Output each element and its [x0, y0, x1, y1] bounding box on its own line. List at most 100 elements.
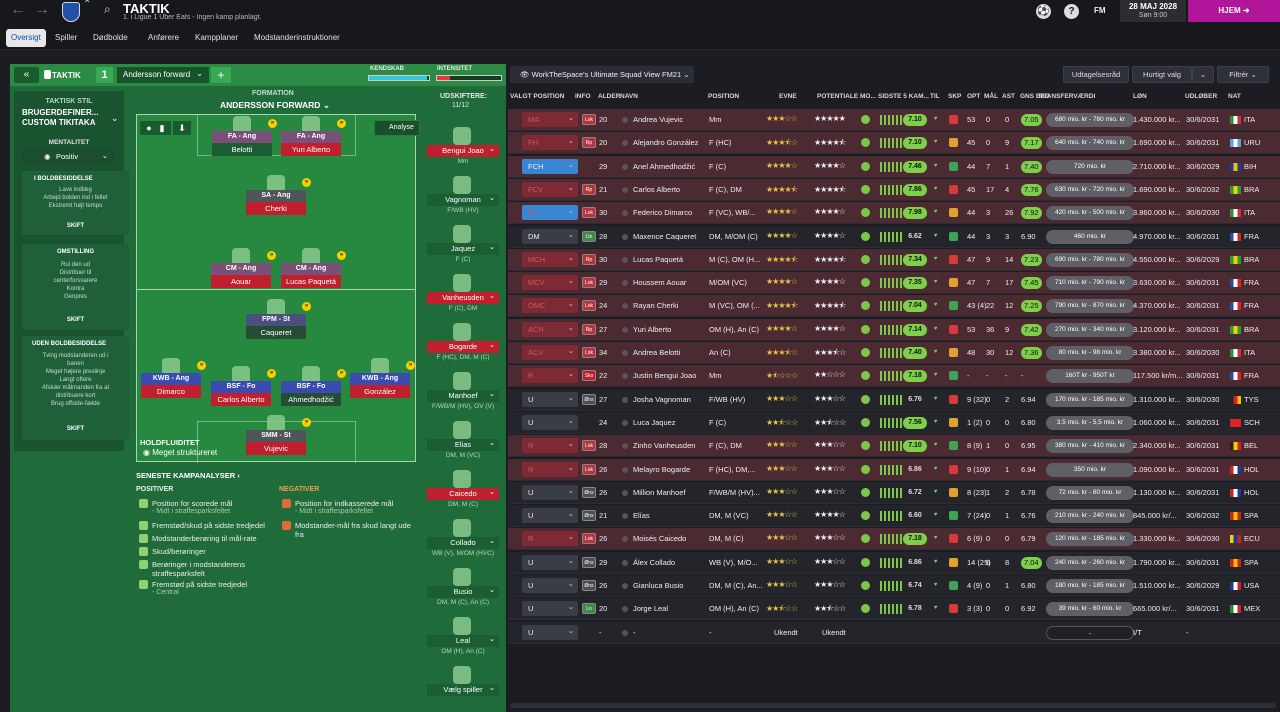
- player-name-cell[interactable]: Josha Vagnoman: [633, 394, 691, 404]
- player-name-cell[interactable]: Rayan Cherki: [633, 301, 679, 311]
- player-name-cell[interactable]: Andrea Belotti: [633, 348, 681, 357]
- selected-position-select[interactable]: FCH: [522, 157, 578, 174]
- help-icon[interactable]: ?: [1064, 4, 1079, 19]
- column-header[interactable]: LØN: [1133, 93, 1147, 100]
- column-header[interactable]: TRANSFERVÆRDI: [1038, 93, 1096, 100]
- player-name[interactable]: Yuri Alberto: [281, 143, 341, 156]
- chart-icon[interactable]: ▮: [153, 121, 171, 135]
- column-header[interactable]: UDLØBER: [1185, 93, 1218, 100]
- tactic-slot-number[interactable]: 1: [96, 67, 113, 83]
- sub-player-card[interactable]: Caicedo ⌄ DM, M (C): [427, 487, 499, 510]
- player-name[interactable]: Carlos Alberto: [211, 393, 271, 406]
- player-name-cell[interactable]: Carlos Alberto: [633, 184, 681, 194]
- selected-position-select[interactable]: MA: [522, 110, 578, 127]
- info-badge[interactable]: Lo: [582, 603, 596, 615]
- selected-position-select[interactable]: U: [522, 623, 578, 640]
- sub-name[interactable]: Caicedo ⌄: [427, 487, 499, 500]
- sub-name[interactable]: Manhoef ⌄: [427, 389, 499, 402]
- sub-player-card[interactable]: Vagnoman ⌄ F/WB (HV): [427, 193, 499, 216]
- player-role[interactable]: SA - Ang: [246, 190, 306, 202]
- player-role[interactable]: FA - Ang: [281, 131, 341, 143]
- info-badge[interactable]: Øns: [582, 556, 596, 568]
- selected-position-select[interactable]: U: [522, 599, 578, 617]
- sub-player-card[interactable]: Vælg spiller ⌄: [427, 683, 499, 706]
- analyses-title[interactable]: SENESTE KAMPANALYSER ›: [136, 471, 240, 480]
- column-header[interactable]: AST: [1002, 93, 1015, 100]
- selected-position-select[interactable]: FV: [522, 203, 578, 221]
- info-badge[interactable]: Lok: [582, 533, 596, 545]
- player-name-cell[interactable]: Elías: [633, 511, 650, 521]
- player-name-cell[interactable]: Million Manhoef: [633, 487, 686, 497]
- sub-name[interactable]: Collado ⌄: [427, 536, 499, 549]
- player-name[interactable]: Belotti: [212, 143, 272, 156]
- mentality-select[interactable]: Positiv ◉ ⌄: [22, 150, 114, 164]
- info-badge[interactable]: Lok: [582, 440, 596, 452]
- player-role[interactable]: CM - Ang: [211, 263, 271, 275]
- column-header[interactable]: POSITION: [708, 93, 740, 100]
- forward-icon[interactable]: →: [34, 1, 50, 18]
- selected-position-select[interactable]: R: [522, 529, 578, 547]
- player-name-cell[interactable]: Federico Dimarco: [633, 208, 693, 218]
- tactic-select[interactable]: Andersson forward ⌄: [117, 67, 209, 83]
- info-badge[interactable]: [582, 417, 596, 428]
- column-header[interactable]: GNS BED: [1020, 93, 1050, 100]
- sub-name[interactable]: Elias ⌄: [427, 438, 499, 451]
- player-name-cell[interactable]: Luca Jaquez: [633, 417, 676, 427]
- column-header[interactable]: MO...: [860, 93, 876, 100]
- transition-box[interactable]: OMSTILLING Rul den ud Distribuer til cen…: [22, 244, 129, 330]
- player-name-cell[interactable]: Houssem Aouar: [633, 278, 687, 288]
- player-name-cell[interactable]: Gianluca Busio: [633, 581, 684, 590]
- player-name[interactable]: González: [350, 385, 410, 398]
- column-header[interactable]: INFO: [575, 93, 591, 100]
- player-name-cell[interactable]: Anel Ahmedhodžić: [633, 161, 696, 171]
- sub-name[interactable]: Jaquez ⌄: [427, 242, 499, 255]
- search-icon[interactable]: ⌕: [104, 2, 111, 16]
- date-box[interactable]: 28 MAJ 2028 Søn 9:00: [1120, 0, 1186, 22]
- chevron-down-icon[interactable]: ⌄: [111, 113, 119, 123]
- player-name[interactable]: Vujevic: [246, 442, 306, 455]
- sub-name[interactable]: Bengui Joao ⌄: [427, 144, 499, 157]
- player-role[interactable]: FPM - St: [246, 314, 306, 326]
- continue-button[interactable]: HJEM ➜: [1188, 0, 1280, 22]
- player-name-cell[interactable]: Andrea Vujevic: [633, 115, 684, 124]
- sub-name[interactable]: Vælg spiller ⌄: [427, 683, 499, 696]
- tab-anforere[interactable]: Anførere: [148, 33, 180, 42]
- selected-position-select[interactable]: U: [522, 413, 578, 430]
- tab-kampplaner[interactable]: Kampplaner: [195, 33, 239, 42]
- sub-player-card[interactable]: Elias ⌄ DM, M (VC): [427, 438, 499, 461]
- player-role[interactable]: KWB - Ang: [350, 373, 410, 385]
- tab-dodbolde[interactable]: Dødbolde: [93, 33, 128, 42]
- add-tactic-button[interactable]: +: [211, 67, 231, 83]
- filter-button[interactable]: Filtrér ⌄: [1217, 66, 1269, 83]
- formation-name[interactable]: ANDERSSON FORWARD ⌄: [220, 100, 330, 111]
- style-name[interactable]: BRUGERDEFINER... CUSTOM TIKITAKA: [22, 108, 99, 127]
- player-name-cell[interactable]: Álex Collado: [633, 557, 676, 567]
- info-badge[interactable]: Rp: [582, 323, 596, 335]
- pitch-player-card[interactable]: CM - Ang Lucas Paquetá: [281, 263, 341, 288]
- download-icon[interactable]: ⬇: [173, 121, 191, 135]
- info-badge[interactable]: Rp: [582, 253, 596, 265]
- player-name-cell[interactable]: Alejandro González: [633, 138, 699, 148]
- pitch-player-card[interactable]: BSF - Fo Carlos Alberto: [211, 381, 271, 406]
- player-name-cell[interactable]: Justin Bengui Joao: [633, 371, 697, 381]
- column-header[interactable]: ALDER: [598, 93, 621, 100]
- selected-position-select[interactable]: U: [522, 483, 578, 500]
- player-name[interactable]: Caqueret: [246, 326, 306, 339]
- column-header[interactable]: SKP: [948, 93, 962, 100]
- sub-player-card[interactable]: Bogarde ⌄ F (HC), DM, M (C): [427, 340, 499, 363]
- column-header[interactable]: NAT: [1228, 93, 1241, 100]
- player-name-cell[interactable]: Maxence Caqueret: [633, 231, 697, 241]
- info-badge[interactable]: Rp: [582, 137, 596, 149]
- pitch-player-card[interactable]: BSF - Fo Ahmedhodžić: [281, 381, 341, 406]
